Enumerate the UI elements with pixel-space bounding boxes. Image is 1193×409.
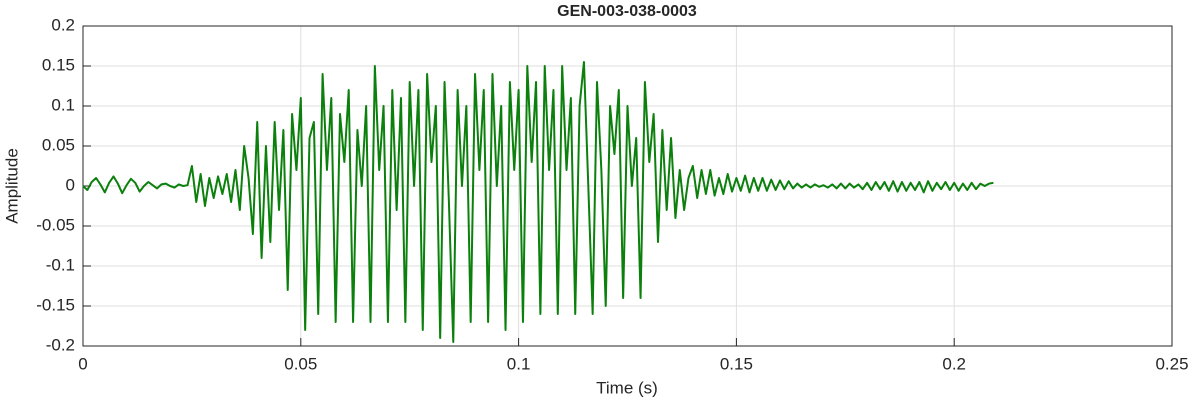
- y-tick-label: -0.2: [46, 335, 75, 354]
- x-tick-label: 0.1: [507, 354, 531, 373]
- y-tick-label: 0: [66, 175, 75, 194]
- y-tick-label: 0.2: [51, 15, 75, 34]
- y-tick-label: 0.05: [42, 135, 75, 154]
- y-tick-label: -0.1: [46, 255, 75, 274]
- y-tick-label: -0.15: [36, 295, 75, 314]
- x-tick-label: 0.15: [720, 354, 753, 373]
- waveform-line: [82, 61, 994, 343]
- x-tick-label: 0.25: [1155, 354, 1188, 373]
- y-tick-label: 0.15: [42, 55, 75, 74]
- x-tick-label: 0.2: [942, 354, 966, 373]
- chart-title: GEN-003-038-0003: [557, 3, 697, 20]
- x-tick-label: 0.05: [284, 354, 317, 373]
- y-tick-label: -0.05: [36, 215, 75, 234]
- y-axis-label: Amplitude: [2, 148, 21, 224]
- x-tick-label: 0: [78, 354, 87, 373]
- y-tick-label: 0.1: [51, 95, 75, 114]
- x-axis-label: Time (s): [596, 378, 658, 397]
